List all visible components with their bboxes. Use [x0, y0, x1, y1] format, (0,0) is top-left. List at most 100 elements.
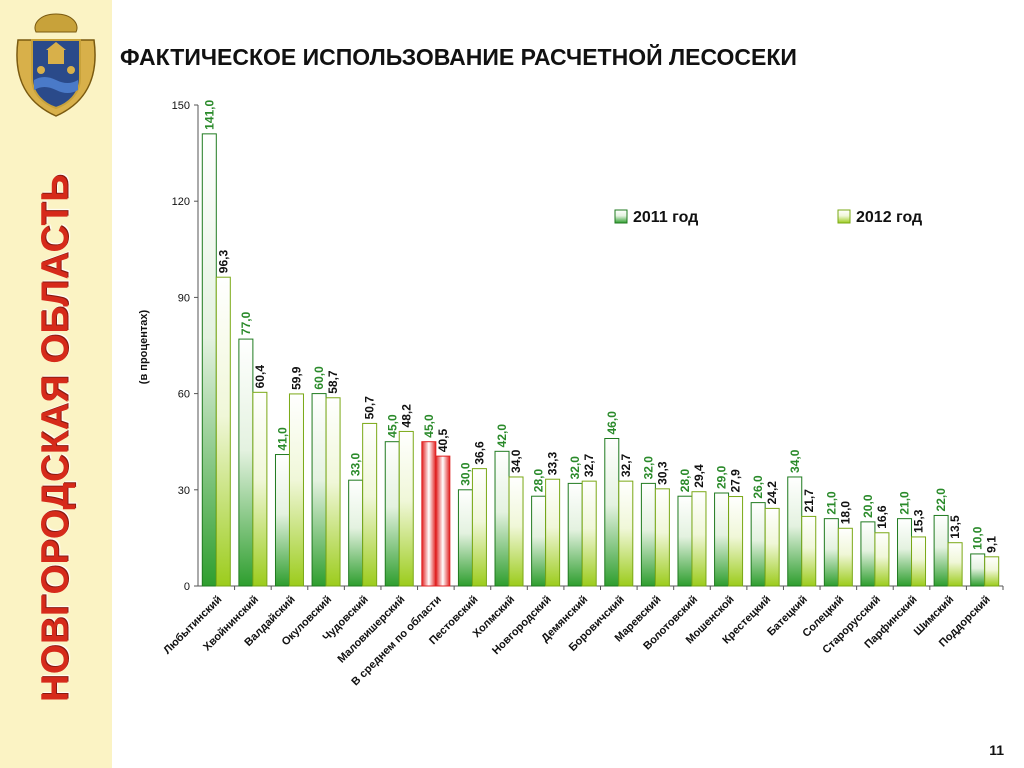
bar-2012 — [764, 507, 780, 587]
bar-2012 — [728, 496, 744, 587]
data-label-2012: 50,7 — [363, 396, 377, 420]
data-label-2012: 29,4 — [692, 464, 706, 488]
bar-2012 — [801, 515, 817, 587]
bar-2012 — [911, 536, 927, 587]
data-label-2011: 21,0 — [824, 491, 838, 515]
bar-2011 — [348, 479, 364, 587]
bar-2011 — [311, 393, 327, 587]
legend-2012-swatch — [837, 209, 851, 224]
y-tick-label: 150 — [172, 100, 190, 112]
bar-2012 — [252, 391, 268, 587]
bar-2011 — [787, 476, 803, 587]
bar-2012 — [398, 430, 414, 587]
bar-2011 — [970, 553, 986, 587]
data-label-2011: 46,0 — [605, 411, 619, 435]
data-label-2011: 77,0 — [239, 311, 253, 335]
data-label-2012: 15,3 — [912, 509, 926, 533]
data-label-2011: 21,0 — [898, 491, 912, 515]
bar-2011 — [457, 489, 473, 587]
data-label-2012: 16,6 — [875, 505, 889, 529]
data-label-2011: 41,0 — [275, 427, 289, 451]
bar-2012 — [618, 480, 634, 587]
bar-2011 — [567, 482, 583, 587]
bar-2011 — [201, 133, 217, 587]
data-label-2012: 33,3 — [546, 452, 560, 476]
data-label-2012: 21,7 — [802, 489, 816, 513]
y-tick-label: 120 — [172, 196, 190, 208]
bar-2012 — [545, 478, 561, 587]
bar-2011 — [421, 441, 437, 587]
data-label-2011: 28,0 — [532, 469, 546, 493]
bar-2012 — [362, 422, 378, 587]
data-label-2011: 32,0 — [568, 456, 582, 480]
bar-2011 — [823, 518, 839, 587]
data-label-2012: 9,1 — [985, 536, 999, 553]
bar-2012 — [874, 532, 890, 587]
bar-2011 — [677, 495, 693, 587]
y-tick-label: 0 — [184, 581, 190, 593]
data-label-2012: 27,9 — [729, 469, 743, 493]
bar-2012 — [837, 527, 853, 587]
bar-2012 — [288, 393, 304, 587]
y-tick-label: 60 — [178, 389, 190, 401]
data-label-2012: 24,2 — [765, 481, 779, 505]
bar-2012 — [471, 468, 487, 587]
data-label-2011: 32,0 — [641, 456, 655, 480]
legend-2011-swatch — [614, 209, 628, 224]
category-label: Маловишерский — [335, 594, 407, 666]
data-label-2011: 34,0 — [788, 449, 802, 473]
y-axis-label: (в процентах) — [138, 309, 150, 384]
data-label-2011: 45,0 — [422, 414, 436, 438]
bar-2012 — [435, 455, 451, 587]
y-tick-label: 90 — [178, 292, 190, 304]
bar-2011 — [531, 495, 547, 587]
data-label-2012: 13,5 — [948, 515, 962, 539]
coat-of-arms-icon — [16, 13, 96, 117]
data-label-2011: 29,0 — [715, 465, 729, 489]
bar-2011 — [714, 492, 730, 587]
data-label-2012: 18,0 — [838, 501, 852, 525]
data-label-2012: 58,7 — [326, 370, 340, 394]
data-label-2011: 60,0 — [312, 366, 326, 390]
sidebar: НОВГОРОДСКАЯ ОБЛАСТЬ — [0, 0, 112, 768]
data-label-2012: 34,0 — [509, 449, 523, 473]
data-label-2011: 28,0 — [678, 469, 692, 493]
data-label-2012: 59,9 — [289, 366, 303, 390]
data-label-2012: 60,4 — [253, 365, 267, 389]
y-tick-label: 30 — [178, 485, 190, 497]
data-label-2011: 141,0 — [202, 100, 216, 130]
slide-title: ФАКТИЧЕСКОЕ ИСПОЛЬЗОВАНИЕ РАСЧЕТНОЙ ЛЕСО… — [120, 44, 797, 70]
bar-2012 — [215, 276, 231, 587]
bar-2011 — [384, 441, 400, 587]
bar-2011 — [604, 437, 620, 587]
data-label-2012: 32,7 — [619, 453, 633, 477]
bar-2012 — [654, 488, 670, 587]
data-label-2012: 48,2 — [399, 404, 413, 428]
data-label-2012: 96,3 — [216, 250, 230, 274]
data-label-2011: 30,0 — [458, 462, 472, 486]
legend-2012-label: 2012 год — [856, 209, 922, 226]
data-label-2011: 22,0 — [934, 488, 948, 512]
data-label-2011: 42,0 — [495, 424, 509, 448]
data-label-2011: 26,0 — [751, 475, 765, 499]
bar-2012 — [581, 480, 597, 587]
bar-2011 — [274, 454, 290, 587]
data-label-2011: 10,0 — [971, 526, 985, 550]
bar-2011 — [933, 514, 949, 587]
bar-2011 — [860, 521, 876, 587]
bar-2012 — [947, 542, 963, 587]
legend-2011-label: 2011 год — [633, 209, 698, 226]
data-label-2012: 40,5 — [436, 428, 450, 452]
bar-2011 — [750, 502, 766, 587]
bar-2011 — [238, 338, 254, 587]
bar-2011 — [494, 450, 510, 587]
data-label-2011: 20,0 — [861, 494, 875, 518]
bar-2011 — [640, 482, 656, 587]
data-label-2012: 30,3 — [655, 461, 669, 485]
bar-2012 — [984, 556, 1000, 587]
data-label-2011: 33,0 — [349, 452, 363, 476]
data-label-2011: 45,0 — [385, 414, 399, 438]
bar-2012 — [508, 476, 524, 587]
bar-2012 — [691, 491, 707, 587]
